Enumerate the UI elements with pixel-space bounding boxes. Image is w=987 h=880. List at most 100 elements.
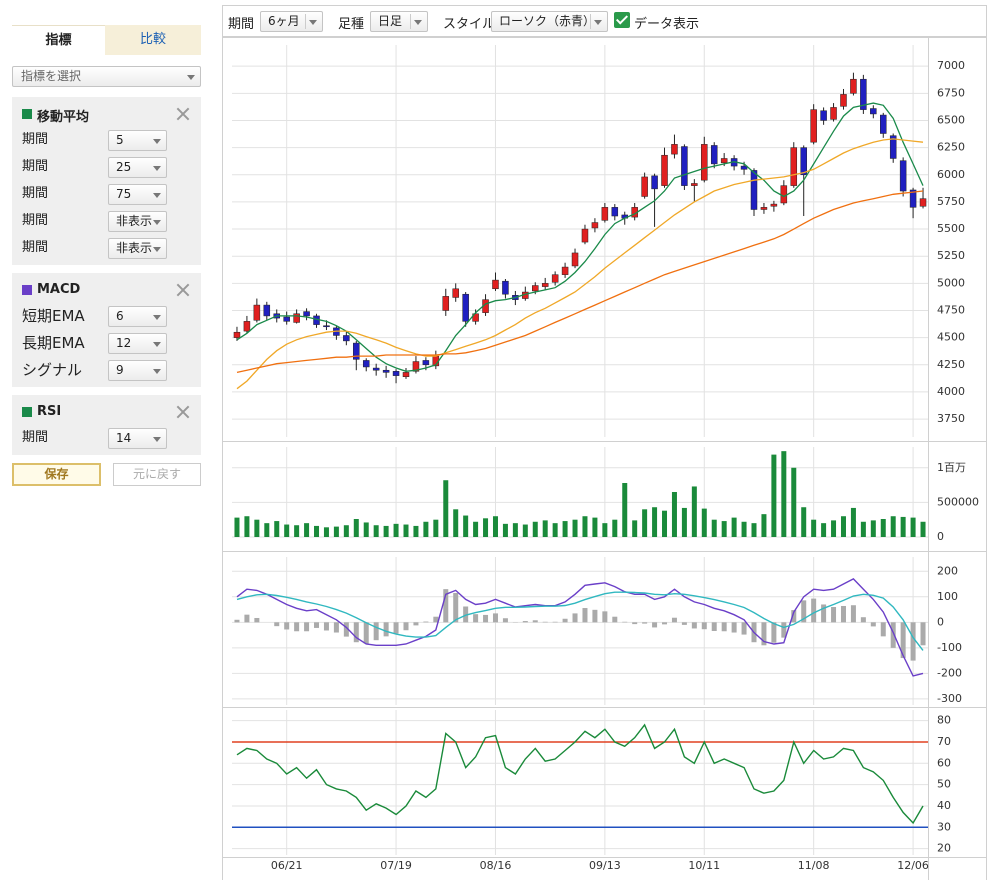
toolbar-label: スタイル: [443, 17, 496, 32]
indicator-select[interactable]: 指標を選択: [12, 66, 201, 87]
candle-body: [263, 304, 271, 317]
candle-body: [492, 279, 499, 290]
y-tick-label: 4000: [937, 385, 965, 398]
candle-body: [909, 189, 917, 208]
histogram-bar: [870, 622, 876, 627]
candle-body: [661, 154, 668, 186]
param-dropdown[interactable]: 25: [108, 157, 167, 178]
candle-body: [710, 145, 718, 165]
y-tick-label: 1百万: [937, 461, 966, 474]
histogram-bar: [662, 622, 668, 625]
section-color: [22, 109, 32, 119]
param-dropdown[interactable]: 75: [108, 184, 167, 205]
y-tick-label: -100: [937, 641, 962, 654]
param-label: 期間: [22, 430, 49, 445]
y-tick-label: 6500: [937, 113, 965, 126]
volume-bar: [840, 516, 846, 537]
volume-bar: [662, 510, 668, 537]
histogram-bar: [532, 620, 538, 623]
histogram-bar: [502, 618, 508, 623]
volume-bar: [413, 525, 419, 537]
param-dropdown[interactable]: 12: [108, 333, 167, 354]
data-checkbox[interactable]: [614, 12, 630, 28]
candle-body: [372, 367, 380, 371]
remove-button[interactable]: [176, 283, 190, 297]
tab[interactable]: 比較: [105, 25, 201, 55]
section-color: [22, 407, 32, 417]
histogram-bar: [711, 622, 717, 631]
histogram-bar: [592, 609, 598, 623]
volume-bar: [850, 507, 856, 537]
x-tick-label: 06/21: [271, 859, 303, 872]
tab-active[interactable]: 指標: [12, 25, 105, 56]
volume-bar: [264, 523, 270, 537]
volume-bar: [592, 517, 598, 537]
param-dropdown[interactable]: 6: [108, 306, 167, 327]
candle-body: [343, 335, 350, 342]
volume-bar: [860, 521, 866, 537]
candle-body: [551, 274, 559, 283]
param-label: シグナル: [22, 361, 83, 379]
moving-average-line: [236, 102, 924, 372]
volume-bar: [492, 516, 498, 537]
histogram-bar: [353, 622, 359, 643]
indicator-section: [12, 395, 201, 455]
candle-body: [641, 176, 648, 197]
candle-body: [870, 108, 877, 115]
remove-button[interactable]: [176, 107, 190, 121]
param-dropdown[interactable]: 非表示: [108, 238, 167, 259]
histogram-bar: [413, 622, 419, 626]
histogram-bar: [483, 614, 489, 623]
style-dropdown[interactable]: ローソク（赤青）: [491, 11, 608, 32]
x-tick-label: 07/19: [380, 859, 412, 872]
histogram-bar: [840, 605, 846, 623]
histogram-bar: [473, 614, 479, 623]
param-dropdown[interactable]: 5: [108, 130, 167, 151]
param-dropdown[interactable]: 9: [108, 360, 167, 381]
bar-type-dropdown[interactable]: 日足: [370, 11, 428, 32]
volume-bar: [363, 522, 369, 537]
histogram-bar: [771, 622, 777, 643]
param-dropdown[interactable]: 14: [108, 428, 167, 449]
candle-body: [502, 280, 509, 295]
candle-body: [671, 144, 678, 155]
reset-button[interactable]: 元に戻す: [113, 463, 201, 486]
histogram-bar: [890, 622, 896, 648]
y-tick-label: 5250: [937, 249, 965, 262]
volume-bar: [244, 516, 250, 537]
histogram-bar: [254, 617, 260, 623]
volume-bar: [681, 507, 687, 537]
histogram-bar: [363, 622, 369, 644]
period-dropdown[interactable]: 6ヶ月: [260, 11, 323, 32]
histogram-bar: [492, 613, 498, 623]
y-tick-label: 3750: [937, 412, 965, 425]
remove-button[interactable]: [176, 405, 190, 419]
y-tick-label: 0: [937, 530, 944, 543]
volume-bar: [542, 520, 548, 537]
volume-bar: [353, 519, 359, 537]
histogram-bar: [602, 611, 608, 623]
candle-body: [611, 207, 619, 217]
volume-bar: [234, 517, 240, 537]
candle-body: [442, 296, 450, 311]
param-dropdown[interactable]: 非表示: [108, 211, 167, 232]
histogram-bar: [910, 622, 916, 661]
y-tick-label: 4750: [937, 303, 965, 316]
indicator-section: [12, 273, 201, 387]
candle-body: [382, 369, 390, 373]
save-button[interactable]: 保存: [12, 463, 101, 486]
volume-bar: [761, 514, 767, 537]
candle-body: [402, 372, 410, 377]
candle-body: [293, 313, 300, 323]
volume-bar: [691, 486, 697, 537]
volume-bar: [831, 520, 837, 537]
volume-bar: [791, 467, 797, 537]
y-tick-label: 6750: [937, 86, 965, 99]
indicator-line: [236, 578, 924, 677]
candle-body: [353, 342, 360, 360]
volume-bar: [284, 524, 290, 537]
candle-body: [303, 311, 310, 317]
candle-body: [701, 144, 708, 181]
volume-bar: [880, 519, 886, 537]
histogram-bar: [721, 622, 727, 632]
